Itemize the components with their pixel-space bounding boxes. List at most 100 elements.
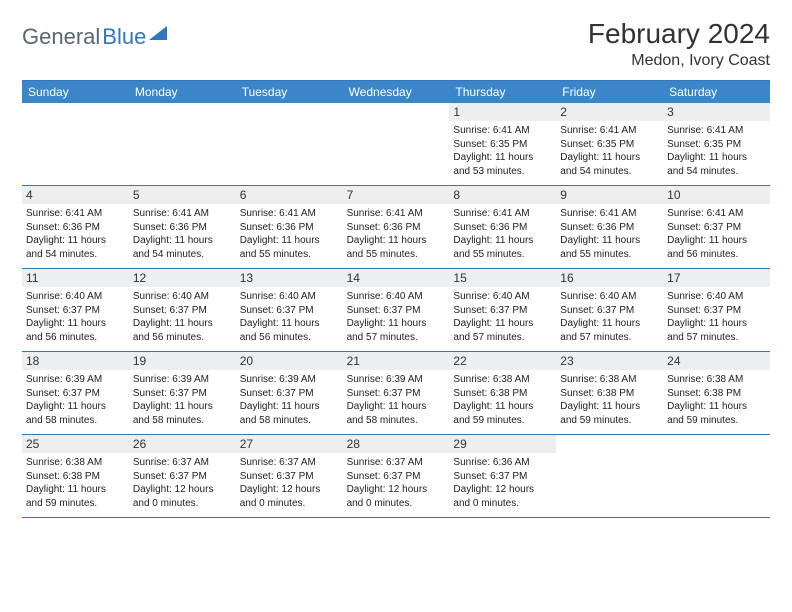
calendar-day-cell: 9Sunrise: 6:41 AMSunset: 6:36 PMDaylight… bbox=[556, 186, 663, 268]
daylight-text: Daylight: 11 hours and 57 minutes. bbox=[453, 317, 552, 344]
calendar-day-cell: 10 Sunrise: 6:41 AMSunset: 6:37 PMDayligh… bbox=[663, 186, 770, 268]
day-info: Sunrise: 6:38 AMSunset: 6:38 PMDaylight:… bbox=[667, 373, 766, 427]
sunset-text: Sunset: 6:37 PM bbox=[667, 304, 766, 318]
daylight-text: Daylight: 11 hours and 59 minutes. bbox=[453, 400, 552, 427]
calendar-day-cell: 23Sunrise: 6:38 AMSunset: 6:38 PMDayligh… bbox=[556, 352, 663, 434]
daylight-text: Daylight: 11 hours and 59 minutes. bbox=[560, 400, 659, 427]
weekday-header: Friday bbox=[556, 81, 663, 103]
day-info: Sunrise: 6:41 AMSunset: 6:36 PMDaylight:… bbox=[560, 207, 659, 261]
daylight-text: Daylight: 11 hours and 57 minutes. bbox=[560, 317, 659, 344]
calendar-day-cell: 7Sunrise: 6:41 AMSunset: 6:36 PMDaylight… bbox=[343, 186, 450, 268]
daylight-text: Daylight: 11 hours and 58 minutes. bbox=[26, 400, 125, 427]
day-info: Sunrise: 6:37 AMSunset: 6:37 PMDaylight:… bbox=[347, 456, 446, 510]
daylight-text: Daylight: 11 hours and 54 minutes. bbox=[667, 151, 766, 178]
sunset-text: Sunset: 6:37 PM bbox=[26, 387, 125, 401]
sunrise-text: Sunrise: 6:40 AM bbox=[133, 290, 232, 304]
weekday-header: Wednesday bbox=[343, 81, 450, 103]
sunset-text: Sunset: 6:37 PM bbox=[133, 304, 232, 318]
calendar-day-cell: 5 Sunrise: 6:41 AMSunset: 6:36 PMDaylight… bbox=[129, 186, 236, 268]
day-number: 24 bbox=[663, 352, 770, 370]
calendar-day-cell: . bbox=[556, 435, 663, 517]
sunrise-text: Sunrise: 6:40 AM bbox=[453, 290, 552, 304]
sunset-text: Sunset: 6:35 PM bbox=[667, 138, 766, 152]
daylight-text: Daylight: 11 hours and 56 minutes. bbox=[133, 317, 232, 344]
header: General Blue February 2024 Medon, Ivory … bbox=[22, 18, 770, 70]
sunrise-text: Sunrise: 6:37 AM bbox=[133, 456, 232, 470]
day-number: 2 bbox=[556, 103, 663, 121]
location-label: Medon, Ivory Coast bbox=[588, 52, 770, 70]
day-number: 16 bbox=[556, 269, 663, 287]
brand-word-2: Blue bbox=[102, 24, 146, 50]
day-info: Sunrise: 6:41 AMSunset: 6:37 PMDaylight:… bbox=[667, 207, 766, 261]
daylight-text: Daylight: 11 hours and 54 minutes. bbox=[560, 151, 659, 178]
sunset-text: Sunset: 6:38 PM bbox=[560, 387, 659, 401]
calendar-day-cell: 26Sunrise: 6:37 AMSunset: 6:37 PMDayligh… bbox=[129, 435, 236, 517]
sunset-text: Sunset: 6:35 PM bbox=[560, 138, 659, 152]
calendar-week-row: 11Sunrise: 6:40 AMSunset: 6:37 PMDayligh… bbox=[22, 269, 770, 352]
day-info: Sunrise: 6:37 AMSunset: 6:37 PMDaylight:… bbox=[240, 456, 339, 510]
sunrise-text: Sunrise: 6:41 AM bbox=[347, 207, 446, 221]
sunset-text: Sunset: 6:38 PM bbox=[667, 387, 766, 401]
daylight-text: Daylight: 11 hours and 57 minutes. bbox=[667, 317, 766, 344]
day-info: Sunrise: 6:41 AMSunset: 6:36 PMDaylight:… bbox=[453, 207, 552, 261]
sunset-text: Sunset: 6:37 PM bbox=[560, 304, 659, 318]
day-number: 14 bbox=[343, 269, 450, 287]
daylight-text: Daylight: 12 hours and 0 minutes. bbox=[347, 483, 446, 510]
daylight-text: Daylight: 11 hours and 55 minutes. bbox=[453, 234, 552, 261]
weekday-header: Sunday bbox=[22, 81, 129, 103]
sunrise-text: Sunrise: 6:39 AM bbox=[26, 373, 125, 387]
sunset-text: Sunset: 6:36 PM bbox=[347, 221, 446, 235]
sunset-text: Sunset: 6:37 PM bbox=[240, 387, 339, 401]
calendar-day-cell: 16Sunrise: 6:40 AMSunset: 6:37 PMDayligh… bbox=[556, 269, 663, 351]
daylight-text: Daylight: 11 hours and 55 minutes. bbox=[560, 234, 659, 261]
sunset-text: Sunset: 6:38 PM bbox=[453, 387, 552, 401]
weekday-header-row: Sunday Monday Tuesday Wednesday Thursday… bbox=[22, 81, 770, 103]
day-number: 5 bbox=[129, 186, 236, 204]
sunset-text: Sunset: 6:37 PM bbox=[453, 470, 552, 484]
sunset-text: Sunset: 6:37 PM bbox=[26, 304, 125, 318]
calendar-day-cell: . bbox=[22, 103, 129, 185]
day-info: Sunrise: 6:40 AMSunset: 6:37 PMDaylight:… bbox=[347, 290, 446, 344]
weekday-header: Monday bbox=[129, 81, 236, 103]
calendar-day-cell: 11Sunrise: 6:40 AMSunset: 6:37 PMDayligh… bbox=[22, 269, 129, 351]
day-number: 28 bbox=[343, 435, 450, 453]
day-info: Sunrise: 6:38 AMSunset: 6:38 PMDaylight:… bbox=[453, 373, 552, 427]
calendar-day-cell: 20Sunrise: 6:39 AMSunset: 6:37 PMDayligh… bbox=[236, 352, 343, 434]
sunrise-text: Sunrise: 6:41 AM bbox=[26, 207, 125, 221]
sunset-text: Sunset: 6:37 PM bbox=[347, 470, 446, 484]
day-info: Sunrise: 6:39 AMSunset: 6:37 PMDaylight:… bbox=[26, 373, 125, 427]
sunrise-text: Sunrise: 6:38 AM bbox=[667, 373, 766, 387]
daylight-text: Daylight: 12 hours and 0 minutes. bbox=[240, 483, 339, 510]
day-info: Sunrise: 6:41 AMSunset: 6:36 PMDaylight:… bbox=[133, 207, 232, 261]
day-number: 25 bbox=[22, 435, 129, 453]
sunrise-text: Sunrise: 6:39 AM bbox=[240, 373, 339, 387]
calendar-day-cell: 17Sunrise: 6:40 AMSunset: 6:37 PMDayligh… bbox=[663, 269, 770, 351]
sunrise-text: Sunrise: 6:38 AM bbox=[453, 373, 552, 387]
sunset-text: Sunset: 6:36 PM bbox=[26, 221, 125, 235]
day-number: 26 bbox=[129, 435, 236, 453]
calendar-day-cell: 24 Sunrise: 6:38 AMSunset: 6:38 PMDayligh… bbox=[663, 352, 770, 434]
weeks-container: ....1Sunrise: 6:41 AMSunset: 6:35 PMDayl… bbox=[22, 103, 770, 518]
calendar-day-cell: 28 Sunrise: 6:37 AMSunset: 6:37 PMDayligh… bbox=[343, 435, 450, 517]
daylight-text: Daylight: 11 hours and 58 minutes. bbox=[240, 400, 339, 427]
day-number: 7 bbox=[343, 186, 450, 204]
sunrise-text: Sunrise: 6:37 AM bbox=[240, 456, 339, 470]
calendar-day-cell: 12Sunrise: 6:40 AMSunset: 6:37 PMDayligh… bbox=[129, 269, 236, 351]
day-number: 21 bbox=[343, 352, 450, 370]
day-number: 1 bbox=[449, 103, 556, 121]
day-number: 8 bbox=[449, 186, 556, 204]
calendar-day-cell: 21Sunrise: 6:39 AMSunset: 6:37 PMDayligh… bbox=[343, 352, 450, 434]
day-info: Sunrise: 6:40 AMSunset: 6:37 PMDaylight:… bbox=[133, 290, 232, 344]
day-info: Sunrise: 6:41 AMSunset: 6:35 PMDaylight:… bbox=[560, 124, 659, 178]
day-info: Sunrise: 6:40 AMSunset: 6:37 PMDaylight:… bbox=[453, 290, 552, 344]
calendar-day-cell: 4Sunrise: 6:41 AMSunset: 6:36 PMDaylight… bbox=[22, 186, 129, 268]
calendar-day-cell: 29Sunrise: 6:36 AMSunset: 6:37 PMDayligh… bbox=[449, 435, 556, 517]
sunrise-text: Sunrise: 6:41 AM bbox=[453, 207, 552, 221]
daylight-text: Daylight: 11 hours and 56 minutes. bbox=[240, 317, 339, 344]
day-info: Sunrise: 6:40 AMSunset: 6:37 PMDaylight:… bbox=[240, 290, 339, 344]
sunset-text: Sunset: 6:36 PM bbox=[453, 221, 552, 235]
calendar-week-row: 18Sunrise: 6:39 AMSunset: 6:37 PMDayligh… bbox=[22, 352, 770, 435]
day-info: Sunrise: 6:38 AMSunset: 6:38 PMDaylight:… bbox=[560, 373, 659, 427]
day-number: 10 bbox=[663, 186, 770, 204]
daylight-text: Daylight: 11 hours and 59 minutes. bbox=[26, 483, 125, 510]
